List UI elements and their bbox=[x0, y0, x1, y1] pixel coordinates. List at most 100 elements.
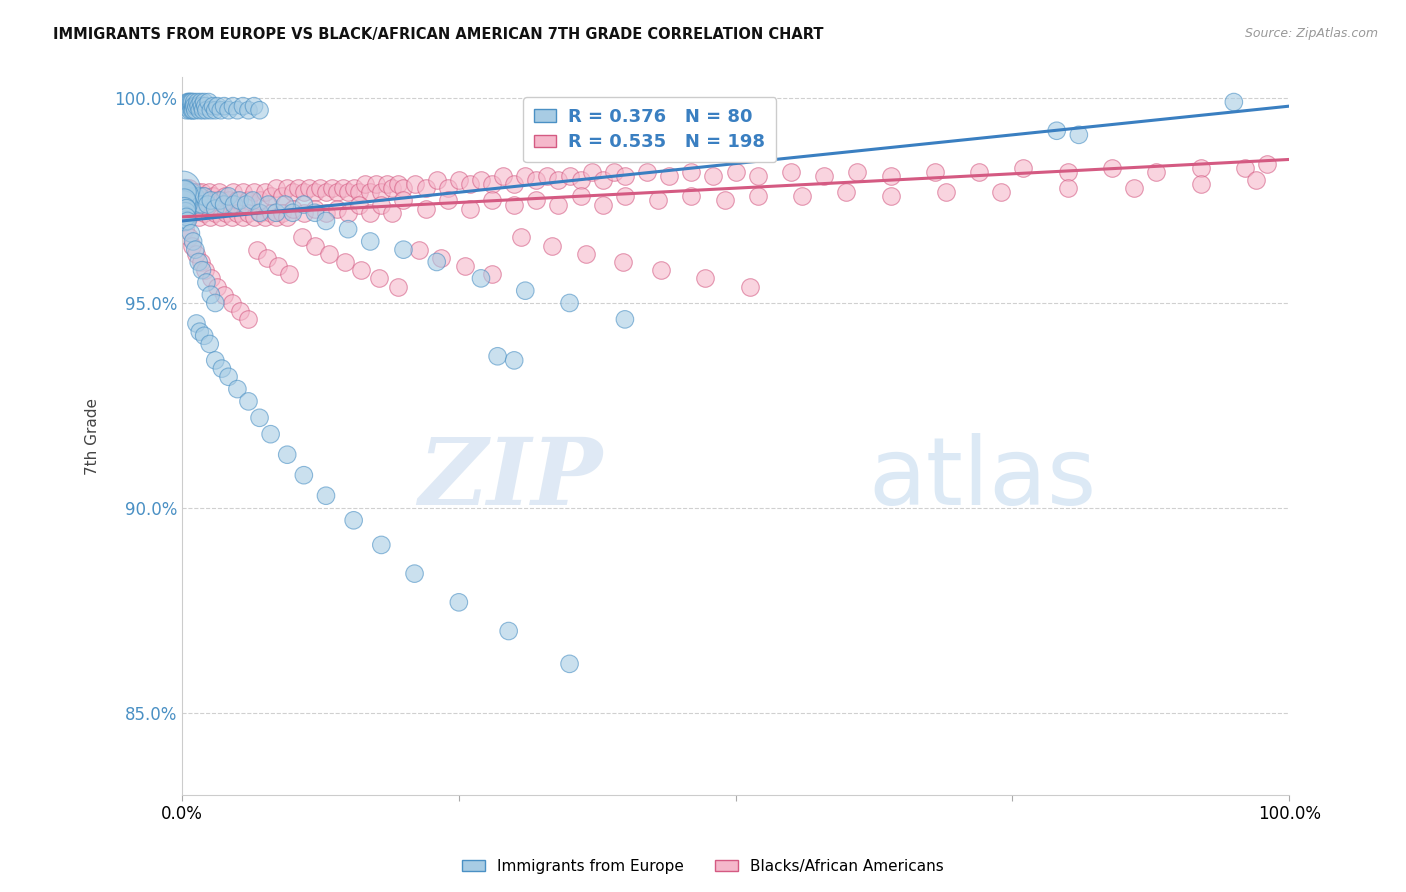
Point bbox=[458, 177, 481, 191]
Point bbox=[647, 194, 669, 208]
Point bbox=[343, 513, 366, 527]
Point bbox=[879, 169, 901, 183]
Point bbox=[238, 206, 260, 220]
Point bbox=[200, 271, 222, 285]
Point bbox=[183, 99, 205, 113]
Point bbox=[246, 243, 269, 257]
Point bbox=[318, 246, 340, 260]
Point bbox=[176, 210, 198, 224]
Point bbox=[738, 279, 761, 293]
Point bbox=[187, 186, 209, 200]
Point bbox=[636, 165, 658, 179]
Point bbox=[249, 410, 271, 425]
Point bbox=[509, 230, 531, 244]
Point bbox=[315, 489, 337, 503]
Y-axis label: 7th Grade: 7th Grade bbox=[86, 398, 100, 475]
Point bbox=[343, 181, 366, 195]
Point bbox=[181, 197, 204, 211]
Point bbox=[249, 206, 271, 220]
Point bbox=[193, 189, 215, 203]
Point bbox=[287, 181, 309, 195]
Point bbox=[612, 255, 634, 269]
Point bbox=[193, 206, 215, 220]
Point bbox=[1056, 165, 1078, 179]
Point bbox=[350, 263, 373, 277]
Point bbox=[503, 197, 526, 211]
Point bbox=[454, 259, 477, 273]
Point bbox=[177, 230, 200, 244]
Point bbox=[187, 95, 209, 109]
Point bbox=[226, 382, 249, 396]
Point bbox=[195, 276, 218, 290]
Point bbox=[592, 197, 614, 211]
Point bbox=[190, 255, 212, 269]
Point bbox=[186, 194, 208, 208]
Point bbox=[370, 197, 392, 211]
Point bbox=[222, 197, 245, 211]
Point bbox=[181, 186, 204, 200]
Point bbox=[181, 194, 204, 208]
Point bbox=[204, 206, 226, 220]
Point bbox=[207, 186, 229, 200]
Point bbox=[337, 222, 360, 236]
Point bbox=[204, 202, 226, 216]
Point bbox=[188, 189, 211, 203]
Point bbox=[935, 186, 957, 200]
Point bbox=[592, 173, 614, 187]
Point bbox=[780, 165, 803, 179]
Point bbox=[1223, 95, 1246, 109]
Point bbox=[176, 194, 198, 208]
Point bbox=[558, 296, 581, 310]
Point bbox=[204, 353, 226, 368]
Point bbox=[1256, 156, 1278, 170]
Point bbox=[177, 197, 200, 211]
Point bbox=[181, 189, 204, 203]
Point bbox=[249, 206, 271, 220]
Point bbox=[180, 194, 202, 208]
Point bbox=[315, 186, 337, 200]
Point bbox=[200, 287, 222, 301]
Point bbox=[264, 206, 287, 220]
Point bbox=[387, 177, 409, 191]
Point bbox=[188, 189, 211, 203]
Point bbox=[180, 99, 202, 113]
Point bbox=[281, 186, 304, 200]
Point bbox=[184, 189, 207, 203]
Point bbox=[359, 235, 381, 249]
Point bbox=[181, 103, 204, 118]
Point bbox=[179, 186, 201, 200]
Text: IMMIGRANTS FROM EUROPE VS BLACK/AFRICAN AMERICAN 7TH GRADE CORRELATION CHART: IMMIGRANTS FROM EUROPE VS BLACK/AFRICAN … bbox=[53, 27, 824, 42]
Point bbox=[747, 169, 769, 183]
Point bbox=[364, 177, 387, 191]
Point bbox=[187, 210, 209, 224]
Point bbox=[254, 186, 277, 200]
Point bbox=[254, 210, 277, 224]
Text: Source: ZipAtlas.com: Source: ZipAtlas.com bbox=[1244, 27, 1378, 40]
Point bbox=[1046, 124, 1069, 138]
Point bbox=[1012, 161, 1035, 175]
Point bbox=[194, 263, 217, 277]
Point bbox=[337, 206, 360, 220]
Point bbox=[218, 189, 240, 203]
Point bbox=[181, 186, 204, 200]
Point bbox=[173, 202, 195, 216]
Point bbox=[193, 95, 215, 109]
Point bbox=[1101, 161, 1123, 175]
Point bbox=[347, 197, 370, 211]
Point bbox=[481, 177, 503, 191]
Point bbox=[569, 189, 592, 203]
Point bbox=[195, 194, 218, 208]
Point bbox=[291, 230, 314, 244]
Point bbox=[181, 206, 204, 220]
Point bbox=[181, 238, 204, 252]
Point bbox=[408, 243, 430, 257]
Point bbox=[259, 427, 281, 442]
Point bbox=[202, 99, 225, 113]
Point bbox=[180, 227, 202, 241]
Point bbox=[226, 103, 249, 118]
Point bbox=[270, 206, 292, 220]
Point bbox=[222, 186, 245, 200]
Point bbox=[658, 169, 681, 183]
Point bbox=[232, 210, 254, 224]
Point bbox=[176, 186, 198, 200]
